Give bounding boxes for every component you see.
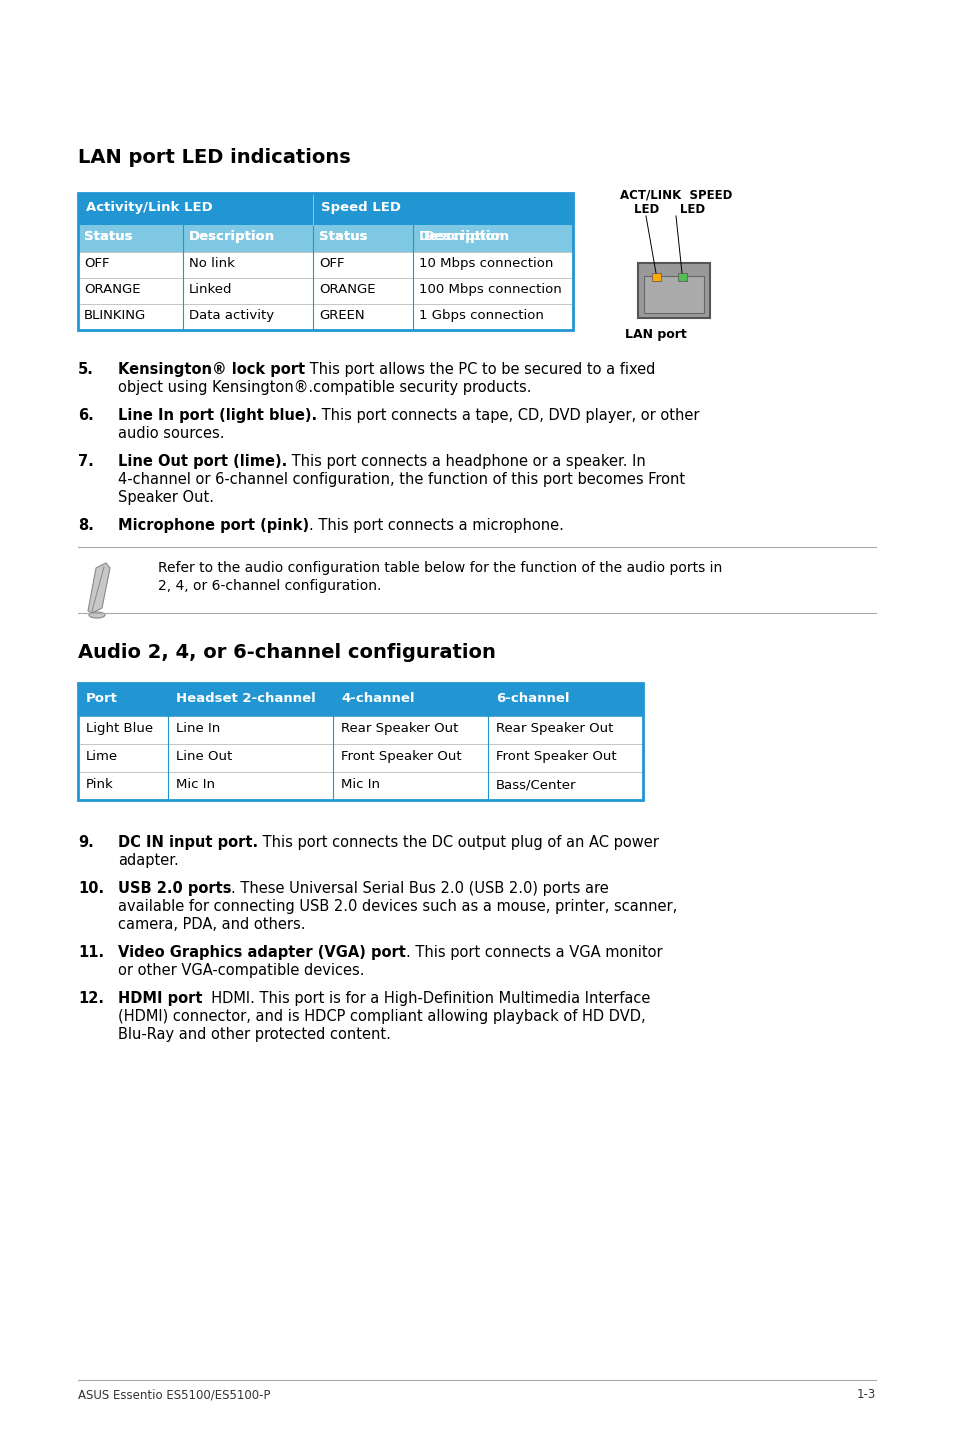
Bar — [78, 743, 642, 772]
Text: 10 Mbps connection: 10 Mbps connection — [418, 257, 553, 270]
Text: Activity/Link LED: Activity/Link LED — [86, 201, 213, 214]
Text: Status: Status — [318, 230, 367, 243]
Text: HDMI port: HDMI port — [118, 991, 202, 1007]
Text: Speaker Out.: Speaker Out. — [118, 490, 213, 505]
Text: This port connects a headphone or a speaker. In: This port connects a headphone or a spea… — [287, 454, 645, 469]
Text: Line Out: Line Out — [175, 751, 232, 764]
Bar — [78, 193, 573, 224]
Text: Kensington® lock port: Kensington® lock port — [118, 362, 305, 377]
Text: ACT/LINK  SPEED: ACT/LINK SPEED — [619, 188, 732, 201]
Text: OFF: OFF — [84, 257, 110, 270]
Text: Data activity: Data activity — [189, 309, 274, 322]
Bar — [678, 273, 686, 280]
Text: 12.: 12. — [78, 991, 104, 1007]
Text: USB 2.0 ports: USB 2.0 ports — [118, 881, 232, 896]
Text: 7.: 7. — [78, 454, 93, 469]
Text: Microphone port (pink): Microphone port (pink) — [118, 518, 309, 533]
Text: (HDMI) connector, and is HDCP compliant allowing playback of HD DVD,: (HDMI) connector, and is HDCP compliant … — [118, 1009, 645, 1024]
Text: camera, PDA, and others.: camera, PDA, and others. — [118, 917, 305, 932]
Text: Description: Description — [423, 230, 510, 243]
Text: adapter.: adapter. — [118, 853, 178, 869]
Text: This port connects a tape, CD, DVD player, or other: This port connects a tape, CD, DVD playe… — [316, 408, 699, 423]
Text: No link: No link — [189, 257, 234, 270]
Text: 5.: 5. — [78, 362, 93, 377]
Bar — [78, 683, 642, 716]
Text: 9.: 9. — [78, 835, 93, 850]
Text: 4-channel or 6-channel configuration, the function of this port becomes Front: 4-channel or 6-channel configuration, th… — [118, 472, 684, 487]
Text: object using Kensington®.compatible security products.: object using Kensington®.compatible secu… — [118, 380, 531, 395]
Text: Headset 2-channel: Headset 2-channel — [175, 692, 315, 705]
Text: Refer to the audio configuration table below for the function of the audio ports: Refer to the audio configuration table b… — [158, 561, 721, 575]
Text: LAN port: LAN port — [624, 328, 686, 341]
Polygon shape — [88, 564, 110, 613]
Text: DC IN input port.: DC IN input port. — [118, 835, 258, 850]
Text: Front Speaker Out: Front Speaker Out — [496, 751, 616, 764]
Text: Rear Speaker Out: Rear Speaker Out — [340, 722, 457, 735]
Text: LAN port LED indications: LAN port LED indications — [78, 148, 351, 167]
Bar — [638, 263, 709, 318]
Text: 1-3: 1-3 — [856, 1388, 875, 1401]
Text: available for connecting USB 2.0 devices such as a mouse, printer, scanner,: available for connecting USB 2.0 devices… — [118, 899, 677, 915]
Text: Bass/Center: Bass/Center — [496, 778, 576, 791]
Text: ORANGE: ORANGE — [84, 283, 140, 296]
Text: Port: Port — [86, 692, 118, 705]
Text: Pink: Pink — [86, 778, 113, 791]
Text: 6-channel: 6-channel — [496, 692, 569, 705]
Text: Status: Status — [84, 230, 132, 243]
Text: Rear Speaker Out: Rear Speaker Out — [496, 722, 613, 735]
Bar — [78, 772, 642, 800]
Text: ASUS Essentio ES5100/ES5100-P: ASUS Essentio ES5100/ES5100-P — [78, 1388, 271, 1401]
Bar — [78, 716, 642, 743]
Text: Video Graphics adapter (VGA) port: Video Graphics adapter (VGA) port — [118, 945, 405, 961]
Text: audio sources.: audio sources. — [118, 426, 224, 441]
Text: Line In: Line In — [175, 722, 220, 735]
Text: . This port connects a microphone.: . This port connects a microphone. — [309, 518, 563, 533]
Text: BLINKING: BLINKING — [84, 309, 146, 322]
Text: Status: Status — [84, 230, 132, 243]
Text: 100 Mbps connection: 100 Mbps connection — [418, 283, 561, 296]
Text: LED     LED: LED LED — [634, 203, 704, 216]
Text: . These Universal Serial Bus 2.0 (USB 2.0) ports are: . These Universal Serial Bus 2.0 (USB 2.… — [232, 881, 609, 896]
Text: GREEN: GREEN — [318, 309, 364, 322]
Ellipse shape — [89, 613, 105, 618]
Text: Description: Description — [189, 230, 274, 243]
Text: Status: Status — [318, 230, 367, 243]
Bar — [78, 278, 573, 303]
Text: 11.: 11. — [78, 945, 104, 961]
Text: Description: Description — [418, 230, 504, 243]
Bar — [78, 252, 573, 278]
Text: Line In port (light blue).: Line In port (light blue). — [118, 408, 316, 423]
Bar — [643, 276, 703, 313]
Text: ORANGE: ORANGE — [318, 283, 375, 296]
Text: 4-channel: 4-channel — [340, 692, 414, 705]
Text: Front Speaker Out: Front Speaker Out — [340, 751, 461, 764]
Text: Mic In: Mic In — [340, 778, 379, 791]
Text: Linked: Linked — [189, 283, 233, 296]
Text: 2, 4, or 6-channel configuration.: 2, 4, or 6-channel configuration. — [158, 580, 381, 592]
Text: HDMI. This port is for a High-Definition Multimedia Interface: HDMI. This port is for a High-Definition… — [202, 991, 650, 1007]
Text: 1 Gbps connection: 1 Gbps connection — [418, 309, 543, 322]
Text: Blu-Ray and other protected content.: Blu-Ray and other protected content. — [118, 1027, 391, 1043]
Text: . This port connects a VGA monitor: . This port connects a VGA monitor — [405, 945, 661, 961]
Text: Lime: Lime — [86, 751, 118, 764]
Bar — [78, 683, 642, 800]
Text: Speed LED: Speed LED — [320, 201, 400, 214]
Bar — [78, 303, 573, 329]
Text: This port allows the PC to be secured to a fixed: This port allows the PC to be secured to… — [305, 362, 655, 377]
Text: OFF: OFF — [318, 257, 344, 270]
Text: This port connects the DC output plug of an AC power: This port connects the DC output plug of… — [258, 835, 659, 850]
Text: or other VGA-compatible devices.: or other VGA-compatible devices. — [118, 963, 364, 978]
Text: Line Out port (lime).: Line Out port (lime). — [118, 454, 287, 469]
Text: Audio 2, 4, or 6-channel configuration: Audio 2, 4, or 6-channel configuration — [78, 643, 496, 661]
Text: 6.: 6. — [78, 408, 93, 423]
Bar — [651, 273, 660, 280]
Text: 10.: 10. — [78, 881, 104, 896]
Text: Description: Description — [189, 230, 274, 243]
Bar — [78, 193, 573, 329]
Bar — [78, 224, 573, 252]
Text: Mic In: Mic In — [175, 778, 214, 791]
Text: 8.: 8. — [78, 518, 93, 533]
Text: Light Blue: Light Blue — [86, 722, 153, 735]
